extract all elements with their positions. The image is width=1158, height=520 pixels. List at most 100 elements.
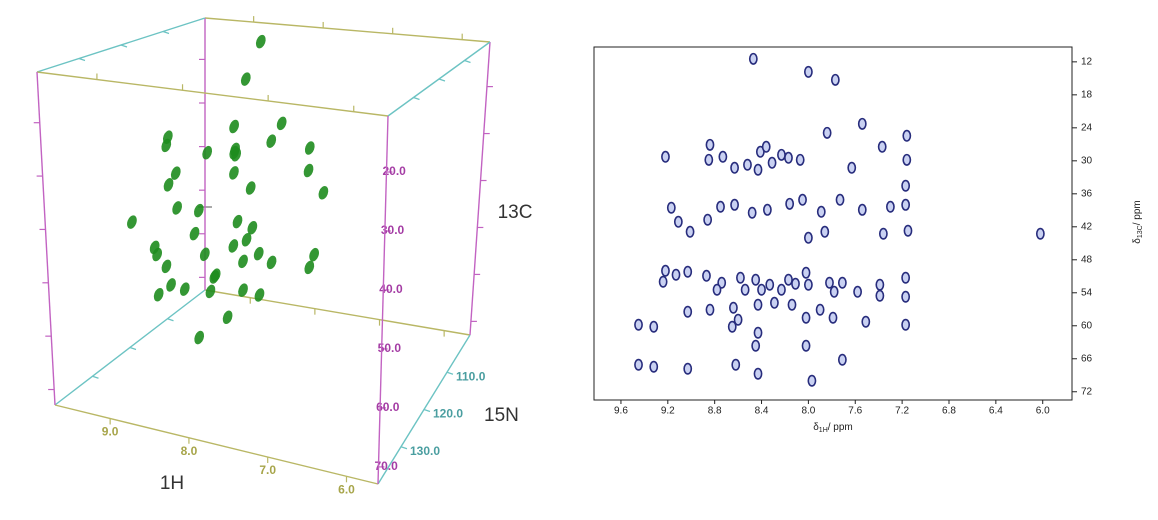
peak <box>829 285 839 298</box>
peak <box>857 203 867 216</box>
y-axis-title: δ13C/ ppm <box>1132 200 1144 243</box>
peak <box>835 193 845 206</box>
label-part: / ppm <box>828 422 853 433</box>
peak <box>162 130 173 144</box>
peak <box>730 161 739 174</box>
peak <box>825 276 834 289</box>
peak <box>875 289 885 302</box>
peak <box>229 119 239 134</box>
peak <box>743 158 752 171</box>
peak <box>801 339 811 352</box>
peak <box>172 201 182 215</box>
peak <box>170 166 181 180</box>
z-tick-label: 110.0 <box>456 369 486 383</box>
peak <box>815 303 825 316</box>
peak <box>161 259 172 274</box>
peak <box>857 117 867 130</box>
peak <box>222 310 233 325</box>
peak <box>127 215 137 229</box>
peak <box>903 224 913 237</box>
peak <box>803 278 813 291</box>
plot-frame <box>593 46 1073 401</box>
peak <box>704 153 714 166</box>
x-tick-label: 8.8 <box>708 406 722 417</box>
peak <box>736 271 745 284</box>
x-tick-label: 8.0 <box>801 406 815 417</box>
peak <box>703 213 713 226</box>
peak <box>777 283 786 296</box>
peak <box>901 290 911 303</box>
peak <box>747 206 757 219</box>
tick-mark <box>446 371 454 375</box>
y-tick-label: 60.0 <box>376 400 400 414</box>
peak <box>748 52 758 65</box>
peak <box>816 205 826 218</box>
label-part: δ <box>813 422 819 433</box>
y-tick-label: 42 <box>1081 221 1093 232</box>
tick-mark <box>92 375 99 379</box>
peak <box>705 138 715 151</box>
x-tick-label: 7.6 <box>848 406 862 417</box>
peak <box>807 374 817 387</box>
peak <box>784 151 793 164</box>
peak <box>875 278 885 291</box>
peak <box>785 197 795 210</box>
peak <box>902 129 912 142</box>
peak <box>784 273 793 286</box>
peak <box>683 265 693 278</box>
peak <box>901 271 911 284</box>
peak <box>276 116 287 131</box>
peak <box>716 200 725 213</box>
peak <box>753 326 763 339</box>
peak <box>193 203 204 218</box>
cube-edge <box>469 41 491 336</box>
peak <box>238 283 248 297</box>
peak <box>878 227 888 240</box>
y-tick-label: 20.0 <box>382 164 406 178</box>
y-tick-label: 66 <box>1081 353 1093 364</box>
y-tick-label: 40.0 <box>379 282 403 296</box>
peak <box>231 148 242 162</box>
peak <box>727 320 737 333</box>
peak <box>309 247 319 262</box>
peak <box>253 246 264 261</box>
x-tick-label: 7.2 <box>895 406 909 417</box>
x-tick-label: 8.0 <box>181 444 198 458</box>
peak <box>199 247 210 262</box>
cube-edge <box>54 404 379 485</box>
y-tick-label: 30.0 <box>381 223 405 237</box>
peak <box>210 268 221 282</box>
peak <box>886 200 895 213</box>
peak <box>730 198 739 211</box>
peak <box>798 193 807 206</box>
x-tick-label: 6.0 <box>1036 406 1050 417</box>
label-part: δ <box>1132 238 1143 244</box>
peak <box>661 150 670 163</box>
x-tick-label: 8.4 <box>755 406 769 417</box>
peak <box>762 203 772 216</box>
peak <box>229 166 239 180</box>
peak <box>205 284 216 299</box>
peak <box>828 311 838 324</box>
peak <box>801 311 811 324</box>
peak <box>1035 227 1045 240</box>
peak <box>661 264 670 277</box>
peak <box>753 298 763 311</box>
peak <box>705 303 715 316</box>
peak <box>830 73 840 86</box>
peak <box>254 288 265 302</box>
tick-mark <box>162 30 170 35</box>
peak <box>228 239 239 253</box>
peak <box>877 140 887 153</box>
peak <box>777 148 786 161</box>
y-tick-label: 24 <box>1081 122 1093 133</box>
peak <box>803 231 813 244</box>
peak <box>753 367 763 380</box>
y-tick-label: 50.0 <box>378 341 402 355</box>
y-tick-label: 54 <box>1081 287 1093 298</box>
peak <box>673 215 683 228</box>
peak <box>702 269 711 282</box>
